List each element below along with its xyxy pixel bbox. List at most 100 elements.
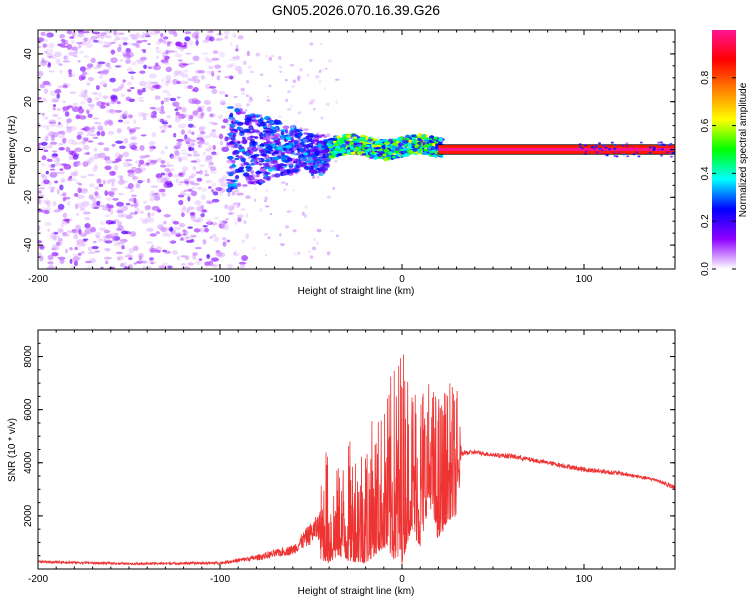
spectrogram-cell [120, 93, 125, 98]
spectrogram-cell [50, 163, 56, 168]
spectrogram-cell [183, 69, 189, 74]
spectrogram-cell [70, 40, 75, 44]
spectrogram-cell [61, 41, 66, 47]
spectrogram-cell [178, 123, 186, 129]
spectrogram-cell [174, 108, 179, 112]
spectrogram-cell [257, 159, 262, 162]
spectrogram-cell [60, 38, 66, 42]
spectrogram-cell [158, 38, 164, 43]
spectrogram-cell [298, 147, 304, 152]
spectrogram-cell [359, 136, 365, 141]
spectrogram-cell [161, 61, 170, 65]
spectrogram-cell [164, 250, 171, 254]
spectrogram-cell [75, 224, 81, 231]
spectrogram-cell [77, 131, 84, 136]
spectrogram-cell [162, 124, 171, 128]
spectrogram-cell [303, 132, 310, 135]
spectrogram-cell [182, 138, 191, 143]
spectrogram-cell [97, 125, 104, 131]
spectrogram-cell [392, 152, 397, 156]
spectrogram-cell [186, 177, 191, 183]
spectrogram-cell [222, 220, 228, 224]
spectrogram-cell [93, 121, 102, 125]
spectrogram-cell [105, 260, 109, 265]
spectrogram-cell [172, 78, 178, 85]
spectrogram-cell [290, 104, 293, 108]
spectrogram-cell [143, 33, 150, 36]
spectrogram-cell [138, 99, 145, 102]
spectrogram-cell [318, 79, 322, 84]
spectrogram-cell [631, 146, 635, 149]
spectrogram-cell [83, 55, 90, 58]
spectrogram-cell [175, 178, 179, 183]
spectrogram-cell [118, 145, 126, 149]
spectrogram-cell [253, 136, 259, 140]
spectrogram-cell [103, 256, 110, 260]
spectrogram-cell [164, 80, 170, 87]
spectrogram-cell [47, 229, 51, 232]
spectrogram-cell [62, 192, 67, 197]
spectrogram-cell [87, 140, 94, 143]
spectrogram-cell [308, 101, 314, 105]
spectrogram-cell [219, 219, 228, 226]
spectrogram-cell [132, 142, 138, 146]
spectrogram-cell [299, 157, 303, 161]
spectrogram-cell [665, 151, 669, 154]
spectrogram-cell [211, 198, 220, 203]
spectrogram-cell [197, 79, 201, 83]
spectrogram-cell [206, 30, 214, 34]
spectrogram-cell [44, 135, 49, 142]
spectrogram-cell [63, 55, 68, 61]
spectrogram-cell [220, 182, 228, 188]
spectrogram-cell [239, 263, 246, 269]
spectrogram-cell [284, 129, 289, 134]
spectrogram-cell [163, 97, 169, 103]
spectrogram-cell [266, 96, 269, 99]
spectrogram-cell [139, 145, 145, 151]
spectrogram-cell [99, 238, 106, 242]
spectrogram-cell [349, 141, 354, 145]
spectrogram-cell [98, 152, 106, 159]
spectrogram-cell [109, 109, 116, 115]
spectrogram-cell [163, 226, 171, 231]
spectrogram-cell [293, 252, 298, 256]
spectrogram-cell [352, 147, 357, 151]
spectrogram-cell [135, 183, 141, 189]
spectrogram-cell [207, 186, 212, 189]
spectrogram-cell [46, 266, 55, 269]
spectrogram-cell [128, 247, 135, 254]
spectrogram-cells [38, 30, 675, 269]
spectrogram-cell [128, 198, 135, 202]
spectrogram-cell [67, 105, 73, 109]
spectrogram-cell [318, 172, 324, 176]
spectrogram-cell [85, 82, 91, 86]
spectrogram-cell [129, 33, 135, 38]
spectrogram-cell [38, 186, 46, 190]
spectrogram-cell [73, 260, 78, 267]
spectrogram-cell [247, 65, 252, 69]
spectrogram-cell [158, 265, 166, 269]
spectrogram-cell [208, 105, 213, 112]
spectrogram-cell [232, 149, 240, 155]
spectrogram-cell [152, 110, 157, 116]
spectrogram-cell [423, 144, 430, 148]
spectrogram-cell [186, 236, 192, 240]
spectrogram-cell [182, 166, 189, 172]
spectrogram-cell [103, 238, 111, 242]
spectrogram-cell [196, 108, 205, 112]
spectrogram-cell [205, 257, 212, 260]
spectrogram-cell [117, 221, 122, 227]
spectrogram-cell [192, 86, 199, 93]
spectrogram-cell [102, 83, 108, 88]
spectrogram-cell [397, 142, 404, 147]
spectrogram-cell [173, 71, 179, 77]
spectrogram-cell [64, 55, 69, 61]
spectrogram-cell [73, 142, 82, 145]
spectrogram-cell [52, 114, 59, 117]
spectrogram-cell [229, 140, 235, 144]
spectrogram-cell [69, 126, 77, 131]
spectrogram-cell [307, 143, 314, 148]
spectrogram-cell [194, 31, 200, 36]
spectrogram-cell [350, 151, 356, 155]
spectrogram-cell [195, 39, 199, 46]
